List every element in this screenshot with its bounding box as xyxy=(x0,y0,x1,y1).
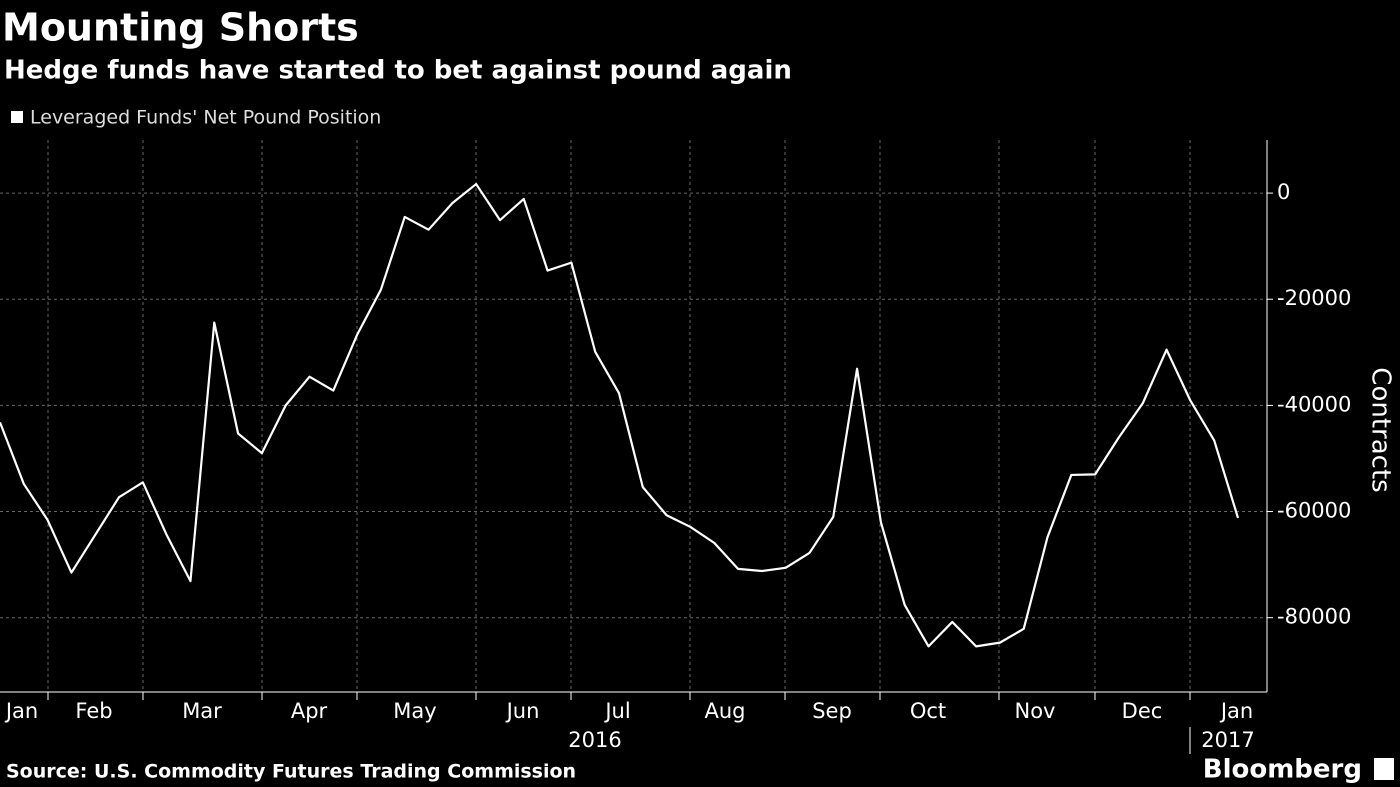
year-label: 2017 xyxy=(1201,728,1254,752)
y-tick-label: -80000 xyxy=(1277,605,1351,629)
line-series xyxy=(0,182,1240,648)
source: Source: U.S. Commodity Futures Trading C… xyxy=(6,761,576,783)
x-tick-label: Sep xyxy=(812,699,852,723)
x-tick-label: Jul xyxy=(603,699,630,723)
x-tick-label: Nov xyxy=(1015,699,1056,723)
x-tick-label: Mar xyxy=(182,699,222,723)
y-tick-label: -60000 xyxy=(1277,499,1351,523)
x-tick-label: Oct xyxy=(910,699,946,723)
x-tick-label: Jun xyxy=(505,699,540,723)
brand-icon xyxy=(1374,758,1394,780)
x-tick-label: Aug xyxy=(704,699,745,723)
legend-swatch xyxy=(11,111,23,123)
x-tick-label: Jan xyxy=(4,699,38,723)
x-tick-label: Jan xyxy=(1219,699,1253,723)
x-tick-label: May xyxy=(393,699,436,723)
y-tick-label: -40000 xyxy=(1277,392,1351,416)
brand: Bloomberg xyxy=(1203,755,1362,785)
chart-subtitle: Hedge funds have started to bet against … xyxy=(4,56,792,86)
x-tick-label: Apr xyxy=(291,699,328,723)
x-tick-label: Feb xyxy=(75,699,112,723)
chart-title: Mounting Shorts xyxy=(2,6,359,50)
y-axis-label: Contracts xyxy=(1366,367,1396,492)
y-tick-label: -20000 xyxy=(1277,286,1351,310)
x-tick-label: Dec xyxy=(1122,699,1163,723)
year-label: 2016 xyxy=(568,728,621,752)
legend-label: Leveraged Funds' Net Pound Position xyxy=(30,107,381,129)
y-tick-label: 0 xyxy=(1277,180,1290,204)
